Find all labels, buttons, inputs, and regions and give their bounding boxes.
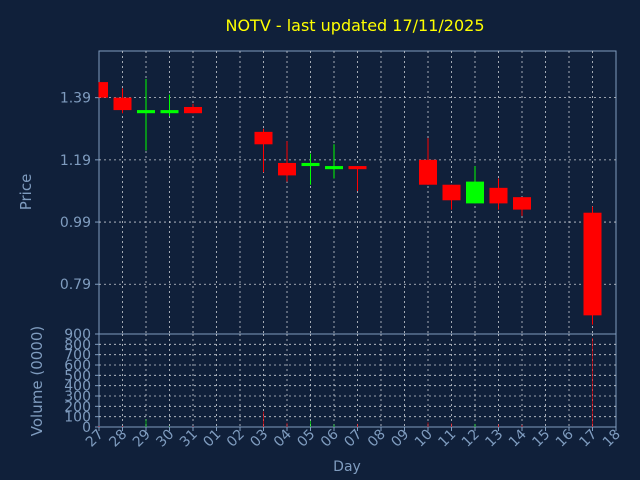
candle-body <box>278 162 296 176</box>
price-tick-label: 0.79 <box>60 277 91 293</box>
day-tick-label: 15 <box>529 427 553 451</box>
volume-tick-label: 700 <box>64 348 91 364</box>
day-tick-label: 02 <box>224 427 248 451</box>
day-tick-label: 29 <box>130 427 154 451</box>
price-axis-label: Price <box>17 174 35 211</box>
candle-body <box>348 166 367 170</box>
volume-tick-label: 500 <box>64 368 91 384</box>
day-tick-label: 13 <box>482 427 506 451</box>
candle-body <box>160 110 179 114</box>
price-panel: 0.79 0.99 1.19 1.39 <box>60 50 617 335</box>
day-tick-label: 28 <box>106 427 130 451</box>
day-tick-label: 11 <box>435 427 459 451</box>
candle-body <box>513 197 531 210</box>
candle-body <box>184 106 202 114</box>
candle-body <box>583 212 602 316</box>
candle-body <box>113 97 132 111</box>
volume-tick-label: 600 <box>64 358 91 374</box>
day-tick-label: 04 <box>271 426 295 450</box>
day-tick-label: 16 <box>553 426 577 450</box>
volume-tick-label: 400 <box>64 379 91 395</box>
day-tick-label: 18 <box>600 427 624 451</box>
day-tick-label: 10 <box>412 427 436 451</box>
day-tick-label: 01 <box>200 427 224 451</box>
day-tick-label: 31 <box>177 427 201 451</box>
candle-body <box>254 131 273 145</box>
day-tick-label: 07 <box>341 427 365 451</box>
candle-body <box>489 187 508 204</box>
day-tick-label: 09 <box>388 427 412 451</box>
day-axis-label: Day <box>333 459 361 475</box>
price-tick-label: 1.19 <box>60 153 91 169</box>
candle-body <box>325 166 343 170</box>
volume-axis-label: Volume (0000) <box>28 326 46 436</box>
chart-title: NOTV - last updated 17/11/2025 <box>225 16 484 35</box>
volume-tick-label: 100 <box>64 410 91 426</box>
volume-tick-label: 900 <box>64 327 91 343</box>
candle-body <box>466 181 484 204</box>
day-tick-labels: 27 28 29 30 31 01 02 03 04 05 06 07 08 09 10 11 12 13 14 15… <box>83 426 624 450</box>
candle-body <box>137 110 155 114</box>
volume-tick-label: 0 <box>82 420 91 436</box>
day-tick-label: 17 <box>576 427 600 451</box>
day-tick-label: 12 <box>459 427 483 451</box>
day-tick-label: 05 <box>294 427 318 451</box>
candle-body <box>99 82 108 98</box>
price-tick-label: 1.39 <box>60 91 91 107</box>
day-tick-label: 14 <box>506 426 530 450</box>
volume-tick-label: 200 <box>64 399 91 415</box>
day-tick-label: 30 <box>153 427 177 451</box>
price-tick-label: 0.99 <box>60 215 91 231</box>
volume-tick-label: 300 <box>64 389 91 405</box>
candle-body <box>419 159 437 185</box>
day-tick-label: 06 <box>318 426 342 450</box>
volume-tick-label: 800 <box>64 337 91 353</box>
candle-body <box>301 162 320 167</box>
day-tick-label: 08 <box>365 427 389 451</box>
day-tick-label: 03 <box>247 427 271 451</box>
candle-body <box>442 184 461 201</box>
